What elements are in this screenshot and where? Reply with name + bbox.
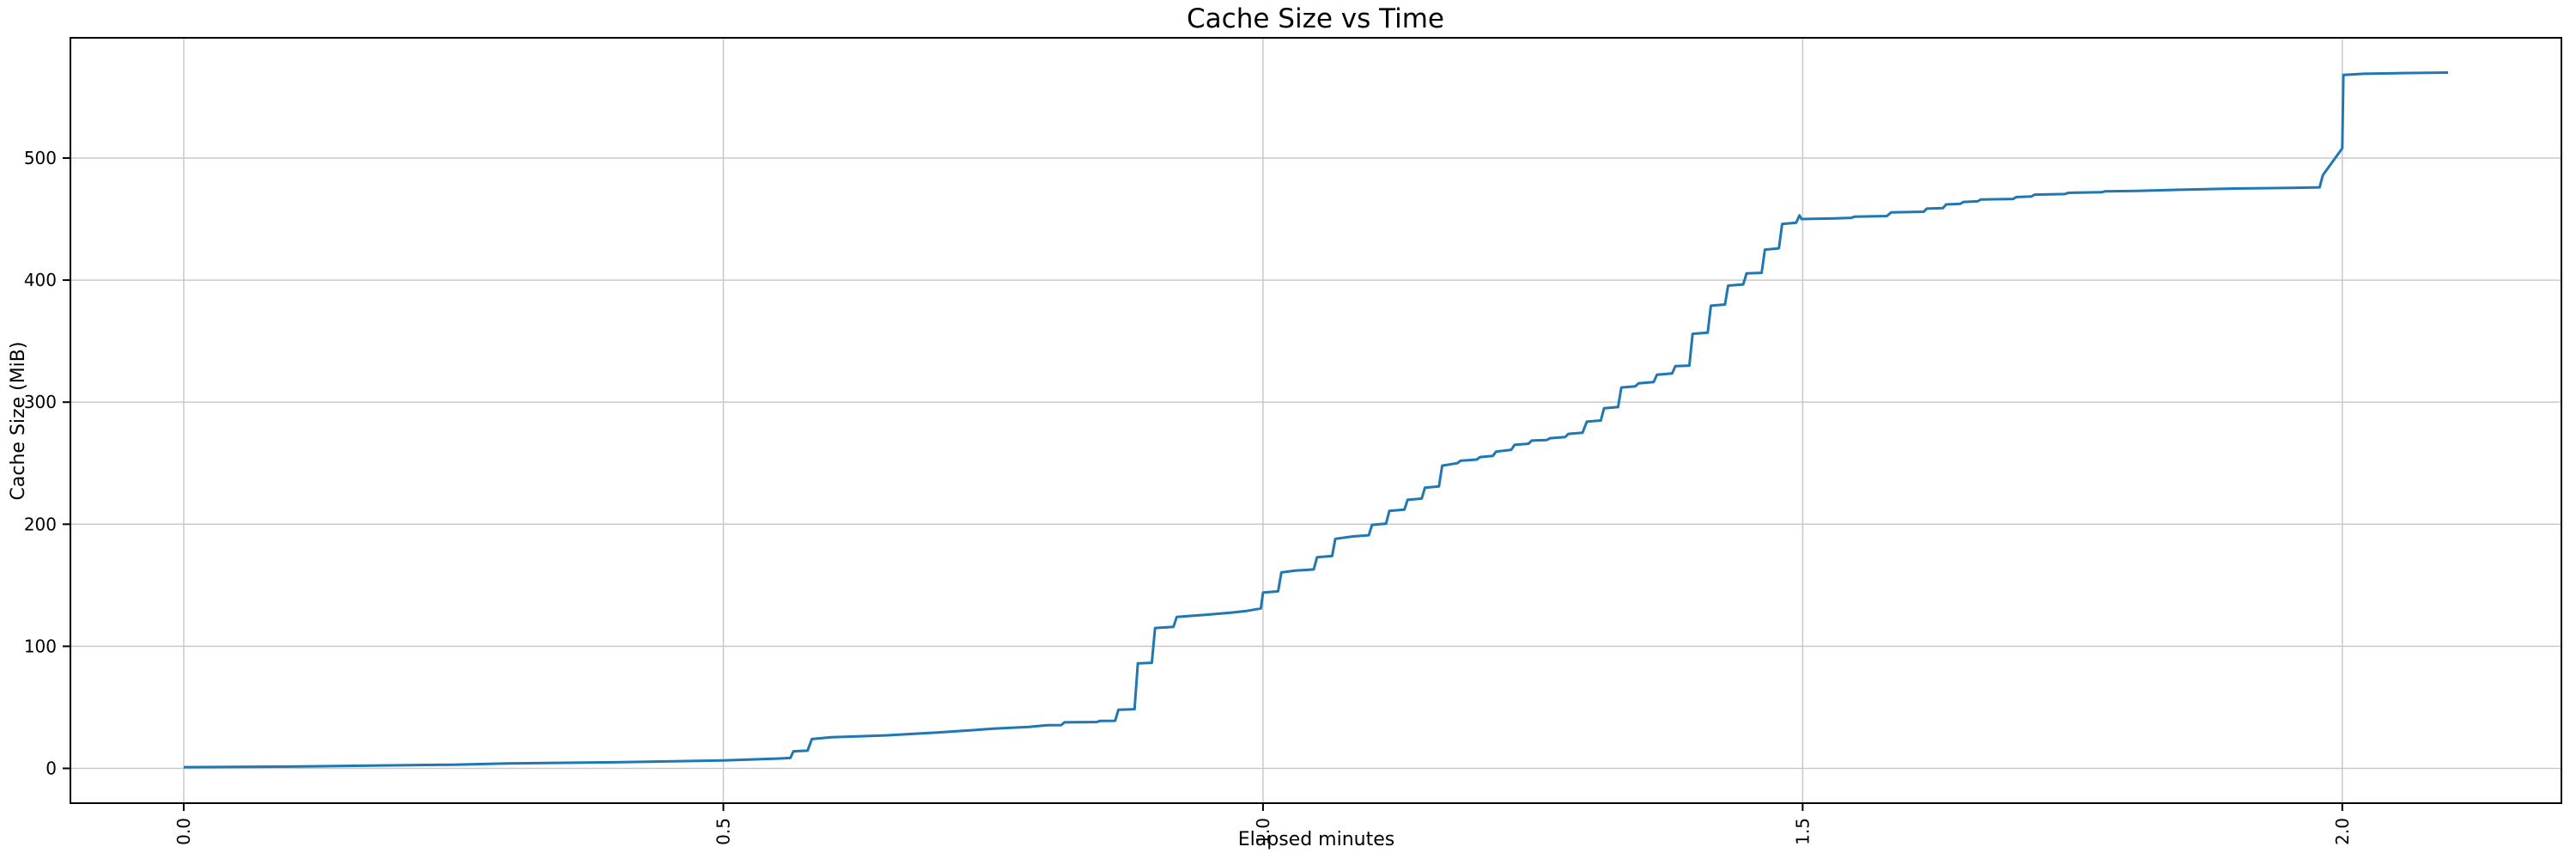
cache-size-line — [183, 71, 2449, 769]
y-tick-label: 500 — [24, 148, 57, 168]
axis-ticks: 0.0 0.5 1.0 1.5 2.0 0 100 200 300 400 500 — [24, 148, 2353, 845]
y-tick-label: 200 — [24, 514, 57, 534]
plot-border — [70, 37, 2562, 804]
x-axis-label: Elapsed minutes — [1238, 829, 1394, 850]
x-tick-label: 0.0 — [173, 818, 194, 845]
chart-title: Cache Size vs Time — [1187, 3, 1444, 34]
y-tick-label: 400 — [24, 270, 57, 290]
y-axis-label: Cache Size (MiB) — [8, 342, 29, 501]
x-tick-label: 0.5 — [713, 818, 733, 845]
gridlines — [70, 38, 2561, 803]
x-tick-label: 2.0 — [2332, 818, 2353, 845]
data-series — [183, 71, 2449, 769]
y-tick-label: 0 — [46, 758, 57, 779]
x-tick-label: 1.0 — [1253, 818, 1273, 845]
y-tick-label: 100 — [24, 636, 57, 656]
y-tick-label: 300 — [24, 392, 57, 412]
x-tick-label: 1.5 — [1792, 818, 1813, 845]
